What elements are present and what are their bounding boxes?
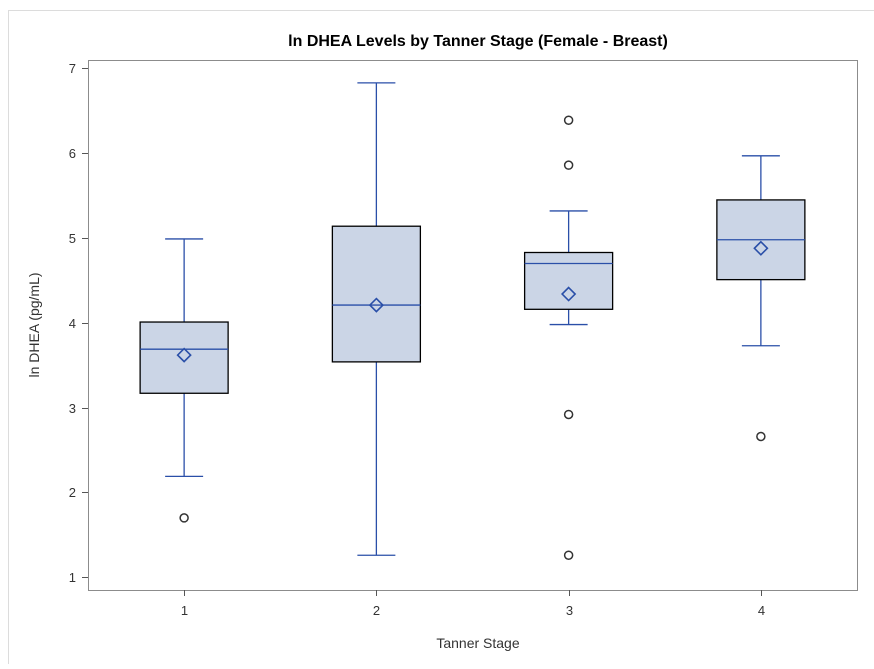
y-tick-label: 5 <box>69 231 76 246</box>
y-tick-label: 4 <box>69 316 76 331</box>
y-tick-label: 3 <box>69 401 76 416</box>
interquartile-box <box>332 226 420 362</box>
interquartile-box <box>140 322 228 393</box>
x-axis-label: Tanner Stage <box>436 635 519 651</box>
y-tick-label: 6 <box>69 146 76 161</box>
y-tick-label: 1 <box>69 570 76 585</box>
x-axis: 1 2 3 4 <box>181 590 765 618</box>
y-axis: 1 2 3 4 5 6 7 <box>69 61 88 585</box>
x-tick-label: 2 <box>373 603 380 618</box>
chart-title: ln DHEA Levels by Tanner Stage (Female -… <box>288 33 668 50</box>
x-tick-label: 4 <box>758 603 765 618</box>
y-tick-label: 7 <box>69 61 76 76</box>
x-tick-label: 1 <box>181 603 188 618</box>
y-tick-label: 2 <box>69 485 76 500</box>
y-axis-label: ln DHEA (pg/mL) <box>26 272 42 377</box>
x-tick-label: 3 <box>566 603 573 618</box>
